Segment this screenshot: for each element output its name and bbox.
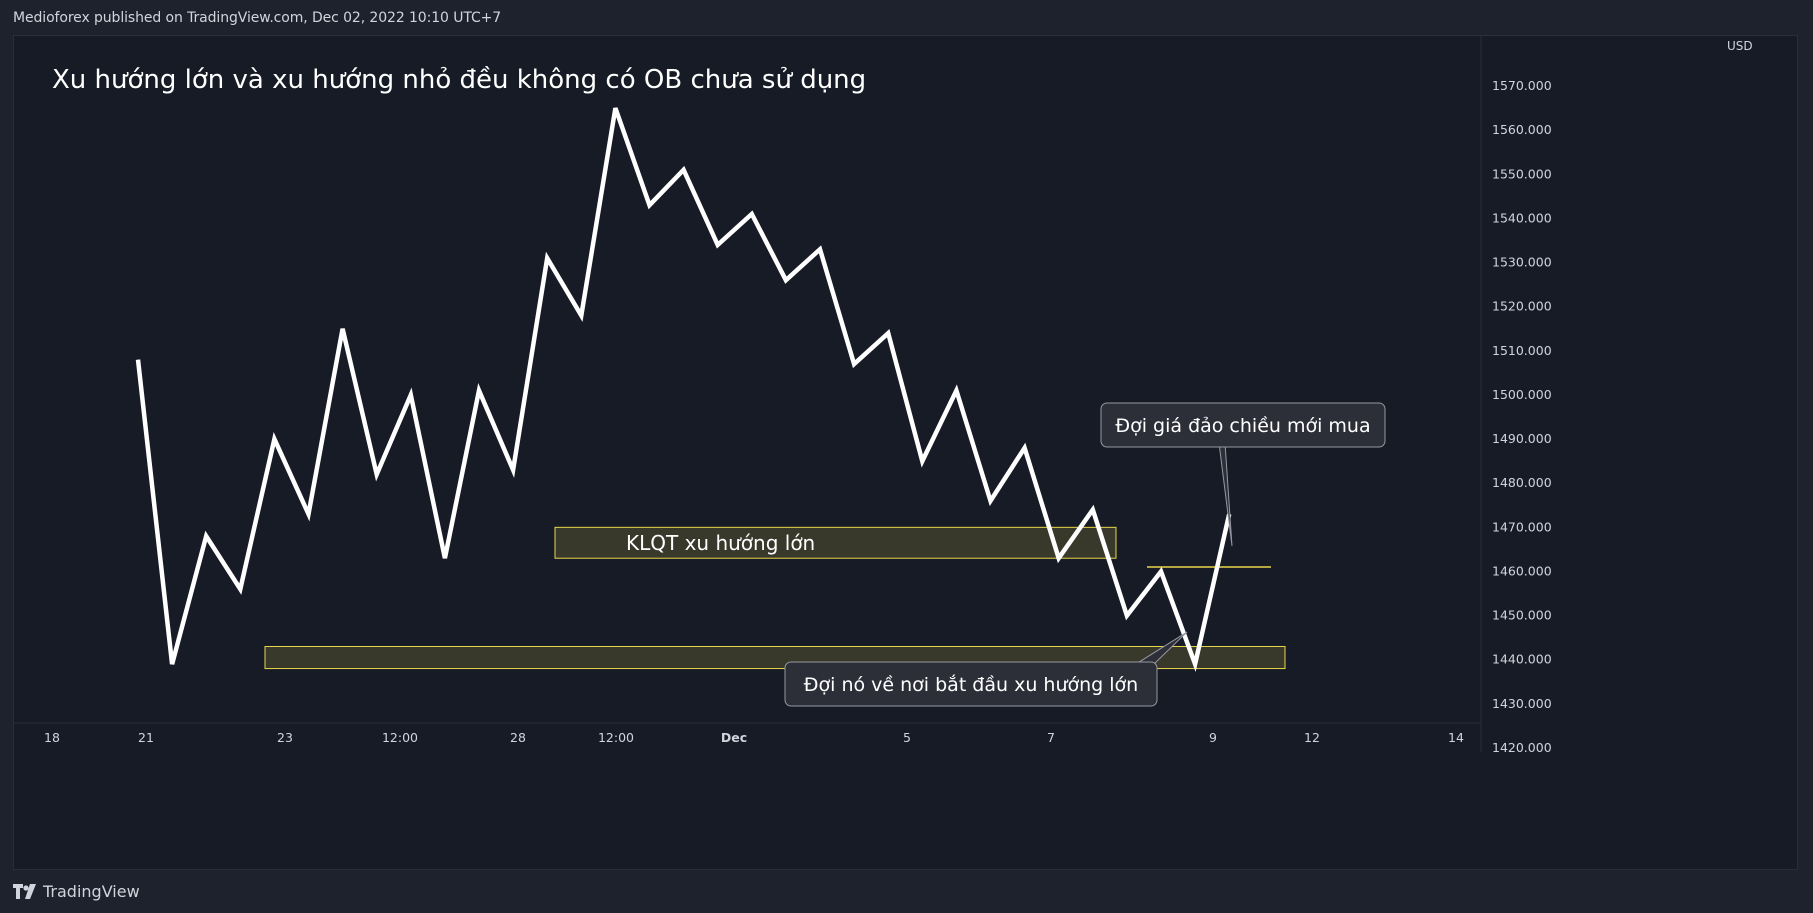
price-tick-label: 1470.000 xyxy=(1492,519,1552,534)
callout-layer: Đợi giá đảo chiều mới mua Đợi nó về nơi b… xyxy=(784,402,1386,707)
price-line xyxy=(135,107,1232,673)
zone-label: KLQT xu hướng lớn xyxy=(626,531,815,555)
time-tick-label: 9 xyxy=(1209,730,1217,745)
time-tick-label: 28 xyxy=(510,730,526,745)
callout-box xyxy=(1100,402,1386,448)
currency-label: USD xyxy=(1727,39,1753,53)
price-chart[interactable]: 1570.000 1560.000 1550.000 1540.000 1530.000… xyxy=(14,36,1799,871)
price-tick-label: 1430.000 xyxy=(1492,696,1552,711)
price-tick-label: 1570.000 xyxy=(1492,78,1552,93)
tradingview-brand[interactable]: TradingView xyxy=(13,882,140,901)
time-tick-label: 14 xyxy=(1448,730,1464,745)
chart-panel[interactable]: 1570.000 1560.000 1550.000 1540.000 1530.000… xyxy=(13,35,1798,870)
time-tick-label: 12:00 xyxy=(382,730,418,745)
price-tick-label: 1540.000 xyxy=(1492,210,1552,225)
price-tick-label: 1460.000 xyxy=(1492,563,1552,578)
klqt-zone xyxy=(554,526,1117,559)
price-tick-label: 1490.000 xyxy=(1492,431,1552,446)
time-tick-label: 21 xyxy=(138,730,154,745)
price-tick-label: 1550.000 xyxy=(1492,166,1552,181)
price-tick-label: 1530.000 xyxy=(1492,255,1552,270)
callout-box xyxy=(784,661,1158,707)
time-tick-label: 7 xyxy=(1047,730,1055,745)
callout-text: Đợi nó về nơi bắt đầu xu hướng lớn xyxy=(804,673,1138,696)
chart-title: Xu hướng lớn và xu hướng nhỏ đều không c… xyxy=(52,65,866,95)
price-tick-label: 1500.000 xyxy=(1492,387,1552,402)
price-tick-label: 1510.000 xyxy=(1492,343,1552,358)
time-tick-label: Dec xyxy=(721,730,747,745)
time-tick-label: 23 xyxy=(277,730,293,745)
line-layer xyxy=(135,107,1232,673)
tradingview-wordmark: TradingView xyxy=(43,882,140,901)
price-tick-label: 1480.000 xyxy=(1492,475,1552,490)
price-axis[interactable]: 1570.000 1560.000 1550.000 1540.000 1530.000… xyxy=(1480,36,1552,755)
time-tick-label: 12 xyxy=(1304,730,1320,745)
price-tick-label: 1520.000 xyxy=(1492,299,1552,314)
price-tick-label: 1560.000 xyxy=(1492,122,1552,137)
time-tick-label: 18 xyxy=(44,730,60,745)
price-tick-label: 1440.000 xyxy=(1492,652,1552,667)
price-tick-label: 1420.000 xyxy=(1492,740,1552,755)
price-tick-label: 1450.000 xyxy=(1492,608,1552,623)
tradingview-logo-icon xyxy=(13,884,36,899)
zones-layer: KLQT xu hướng lớn xyxy=(264,526,1286,670)
attribution-header: Medioforex published on TradingView.com,… xyxy=(13,10,502,26)
time-tick-label: 12:00 xyxy=(598,730,634,745)
time-tick-label: 5 xyxy=(903,730,911,745)
time-axis[interactable]: 18 21 23 12:00 28 12:00 Dec 5 7 9 12 14 xyxy=(14,722,1481,745)
callout-text: Đợi giá đảo chiều mới mua xyxy=(1115,415,1370,437)
